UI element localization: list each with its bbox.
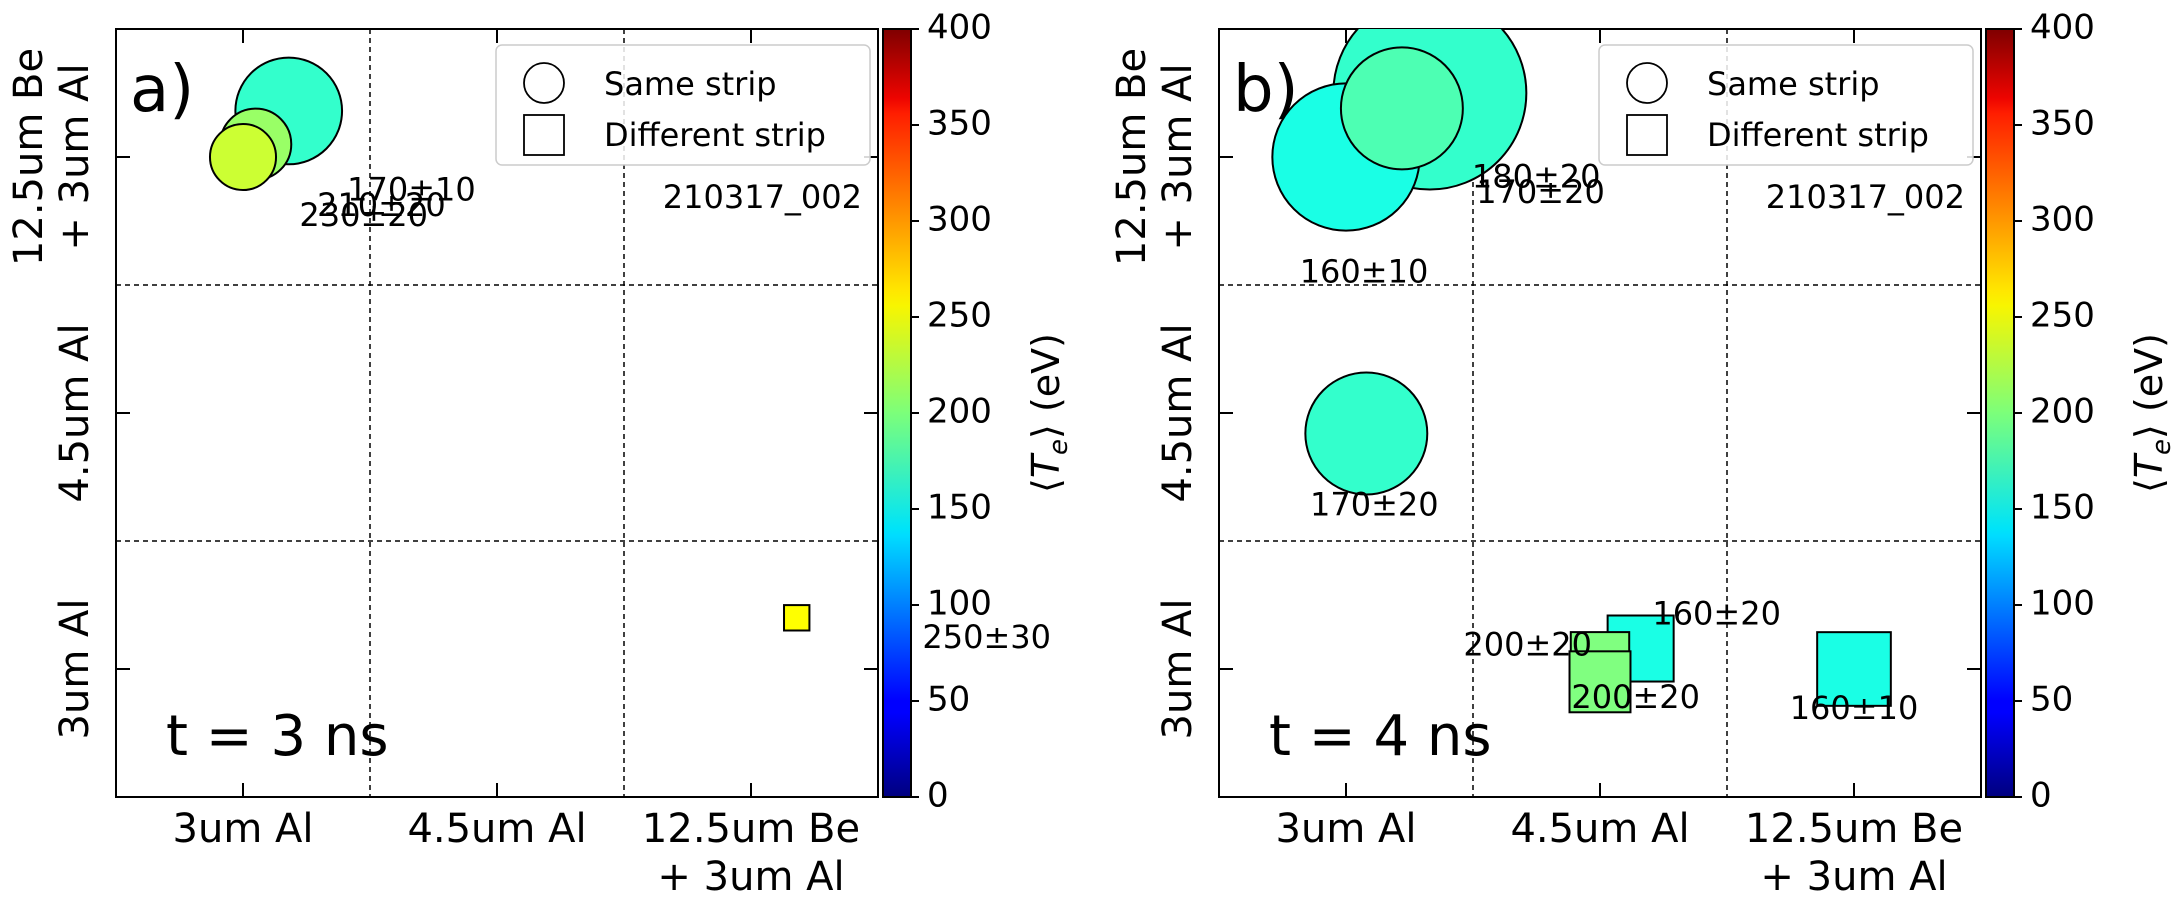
colorbar-tick-label: 0	[927, 776, 949, 816]
colorbar-label-var: T	[1024, 452, 1068, 478]
legend-label: Different strip	[604, 116, 826, 154]
data-label: 170±20	[1476, 173, 1605, 211]
x-tick-label: 4.5um Al	[1510, 806, 1689, 852]
panel-label: b)	[1233, 53, 1299, 127]
colorbar-label-open: ⟨	[1024, 478, 1068, 493]
x-tick-label: 3um Al	[1276, 806, 1417, 852]
panel-b: 170±20160±10180±20170±20160±20200±20200±…	[1109, 8, 2177, 901]
colorbar-tick-label: 300	[2030, 200, 2095, 240]
shot-id: 210317_002	[1766, 178, 1965, 216]
data-label: 250±30	[922, 618, 1051, 656]
colorbar-tick-label: 100	[927, 584, 992, 624]
y-tick-label: + 3um Al	[1155, 63, 1201, 250]
data-label: 230±20	[299, 196, 428, 234]
colorbar-tick-label: 50	[2030, 680, 2073, 720]
panel-label: a)	[130, 53, 194, 127]
colorbar-label: ⟨Te⟩ (eV)	[1024, 333, 1074, 493]
colorbar-tick-label: 400	[927, 8, 992, 48]
y-tick-label: 12.5um Be	[6, 48, 52, 266]
y-tick-label: 4.5um Al	[1155, 323, 1201, 502]
time-label: t = 3 ns	[166, 704, 389, 769]
data-markers	[1271, 29, 1892, 714]
colorbar-tick-label: 50	[927, 680, 970, 720]
x-tick-label: + 3um Al	[1760, 854, 1947, 900]
data-point-square	[1568, 650, 1632, 714]
legend-circle-marker	[523, 62, 565, 104]
colorbar-tick-label: 100	[2030, 584, 2095, 624]
x-tick-label: 3um Al	[173, 806, 314, 852]
x-tick-label: 12.5um Be	[642, 806, 860, 852]
y-tick-label: + 3um Al	[52, 63, 98, 250]
y-tick-label: 3um Al	[1155, 599, 1201, 740]
colorbar-label: ⟨Te⟩ (eV)	[2127, 333, 2177, 493]
colorbar: 0 50 100 150 200 250 300 350 400 ⟨Te⟩ (eV)	[1985, 8, 2177, 816]
shot-id: 210317_002	[663, 178, 862, 216]
x-tick-label: 12.5um Be	[1745, 806, 1963, 852]
data-label: 200±20	[1463, 625, 1592, 663]
data-label: 210±20	[317, 186, 446, 224]
data-point-circle	[1304, 371, 1429, 496]
legend-label: Same strip	[1707, 65, 1880, 103]
colorbar-label-sub: e	[1044, 439, 1074, 455]
legend-square-marker	[1626, 114, 1668, 156]
colorbar-label-var: T	[2127, 452, 2171, 478]
time-label: t = 4 ns	[1269, 704, 1492, 769]
y-tick-label: 3um Al	[52, 599, 98, 740]
x-tick-label: 4.5um Al	[407, 806, 586, 852]
colorbar-tick-label: 150	[2030, 488, 2095, 528]
data-label: 180±20	[1472, 157, 1601, 195]
data-markers	[208, 56, 811, 632]
colorbar-tick-label: 250	[927, 296, 992, 336]
data-point-square	[1816, 631, 1892, 707]
legend: Same strip Different strip	[495, 44, 871, 166]
colorbar-tick-label: 150	[927, 488, 992, 528]
y-tick-label: 4.5um Al	[52, 323, 98, 502]
colorbar-tick-label: 350	[927, 104, 992, 144]
data-label: 160±10	[1790, 689, 1919, 727]
x-tick-label: + 3um Al	[657, 854, 844, 900]
legend-box	[1598, 44, 1974, 166]
colorbar-tick-label: 400	[2030, 8, 2095, 48]
legend-square-marker	[523, 114, 565, 156]
data-point-circle	[208, 122, 278, 192]
data-label: 170±20	[1310, 485, 1439, 523]
colorbar-tick-label: 250	[2030, 296, 2095, 336]
colorbar-tick-label: 200	[2030, 392, 2095, 432]
colorbar-tick-label: 350	[2030, 104, 2095, 144]
colorbar-label-sub: e	[2147, 439, 2177, 455]
colorbar-label-close: ⟩ (eV)	[1024, 333, 1068, 439]
colorbar: 0 50 100 150 200 250 300 350 400 ⟨Te⟩ (eV)	[882, 8, 1074, 816]
legend: Same strip Different strip	[1598, 44, 1974, 166]
data-label: 160±10	[1300, 253, 1429, 291]
data-label: 170±10	[347, 170, 476, 208]
data-label: 160±20	[1652, 595, 1781, 633]
colorbar-gradient	[1985, 28, 2015, 798]
colorbar-tick-label: 200	[927, 392, 992, 432]
colorbar-gradient	[882, 28, 912, 798]
legend-box	[495, 44, 871, 166]
y-tick-label: 12.5um Be	[1109, 48, 1155, 266]
data-point-square	[783, 604, 811, 632]
colorbar-tick-label: 0	[2030, 776, 2052, 816]
data-label: 200±20	[1571, 678, 1700, 716]
colorbar-tick-label: 300	[927, 200, 992, 240]
legend-label: Different strip	[1707, 116, 1929, 154]
legend-label: Same strip	[604, 65, 777, 103]
colorbar-label-open: ⟨	[2127, 478, 2171, 493]
legend-circle-marker	[1626, 62, 1668, 104]
colorbar-label-close: ⟩ (eV)	[2127, 333, 2171, 439]
data-point-circle	[1339, 46, 1464, 171]
